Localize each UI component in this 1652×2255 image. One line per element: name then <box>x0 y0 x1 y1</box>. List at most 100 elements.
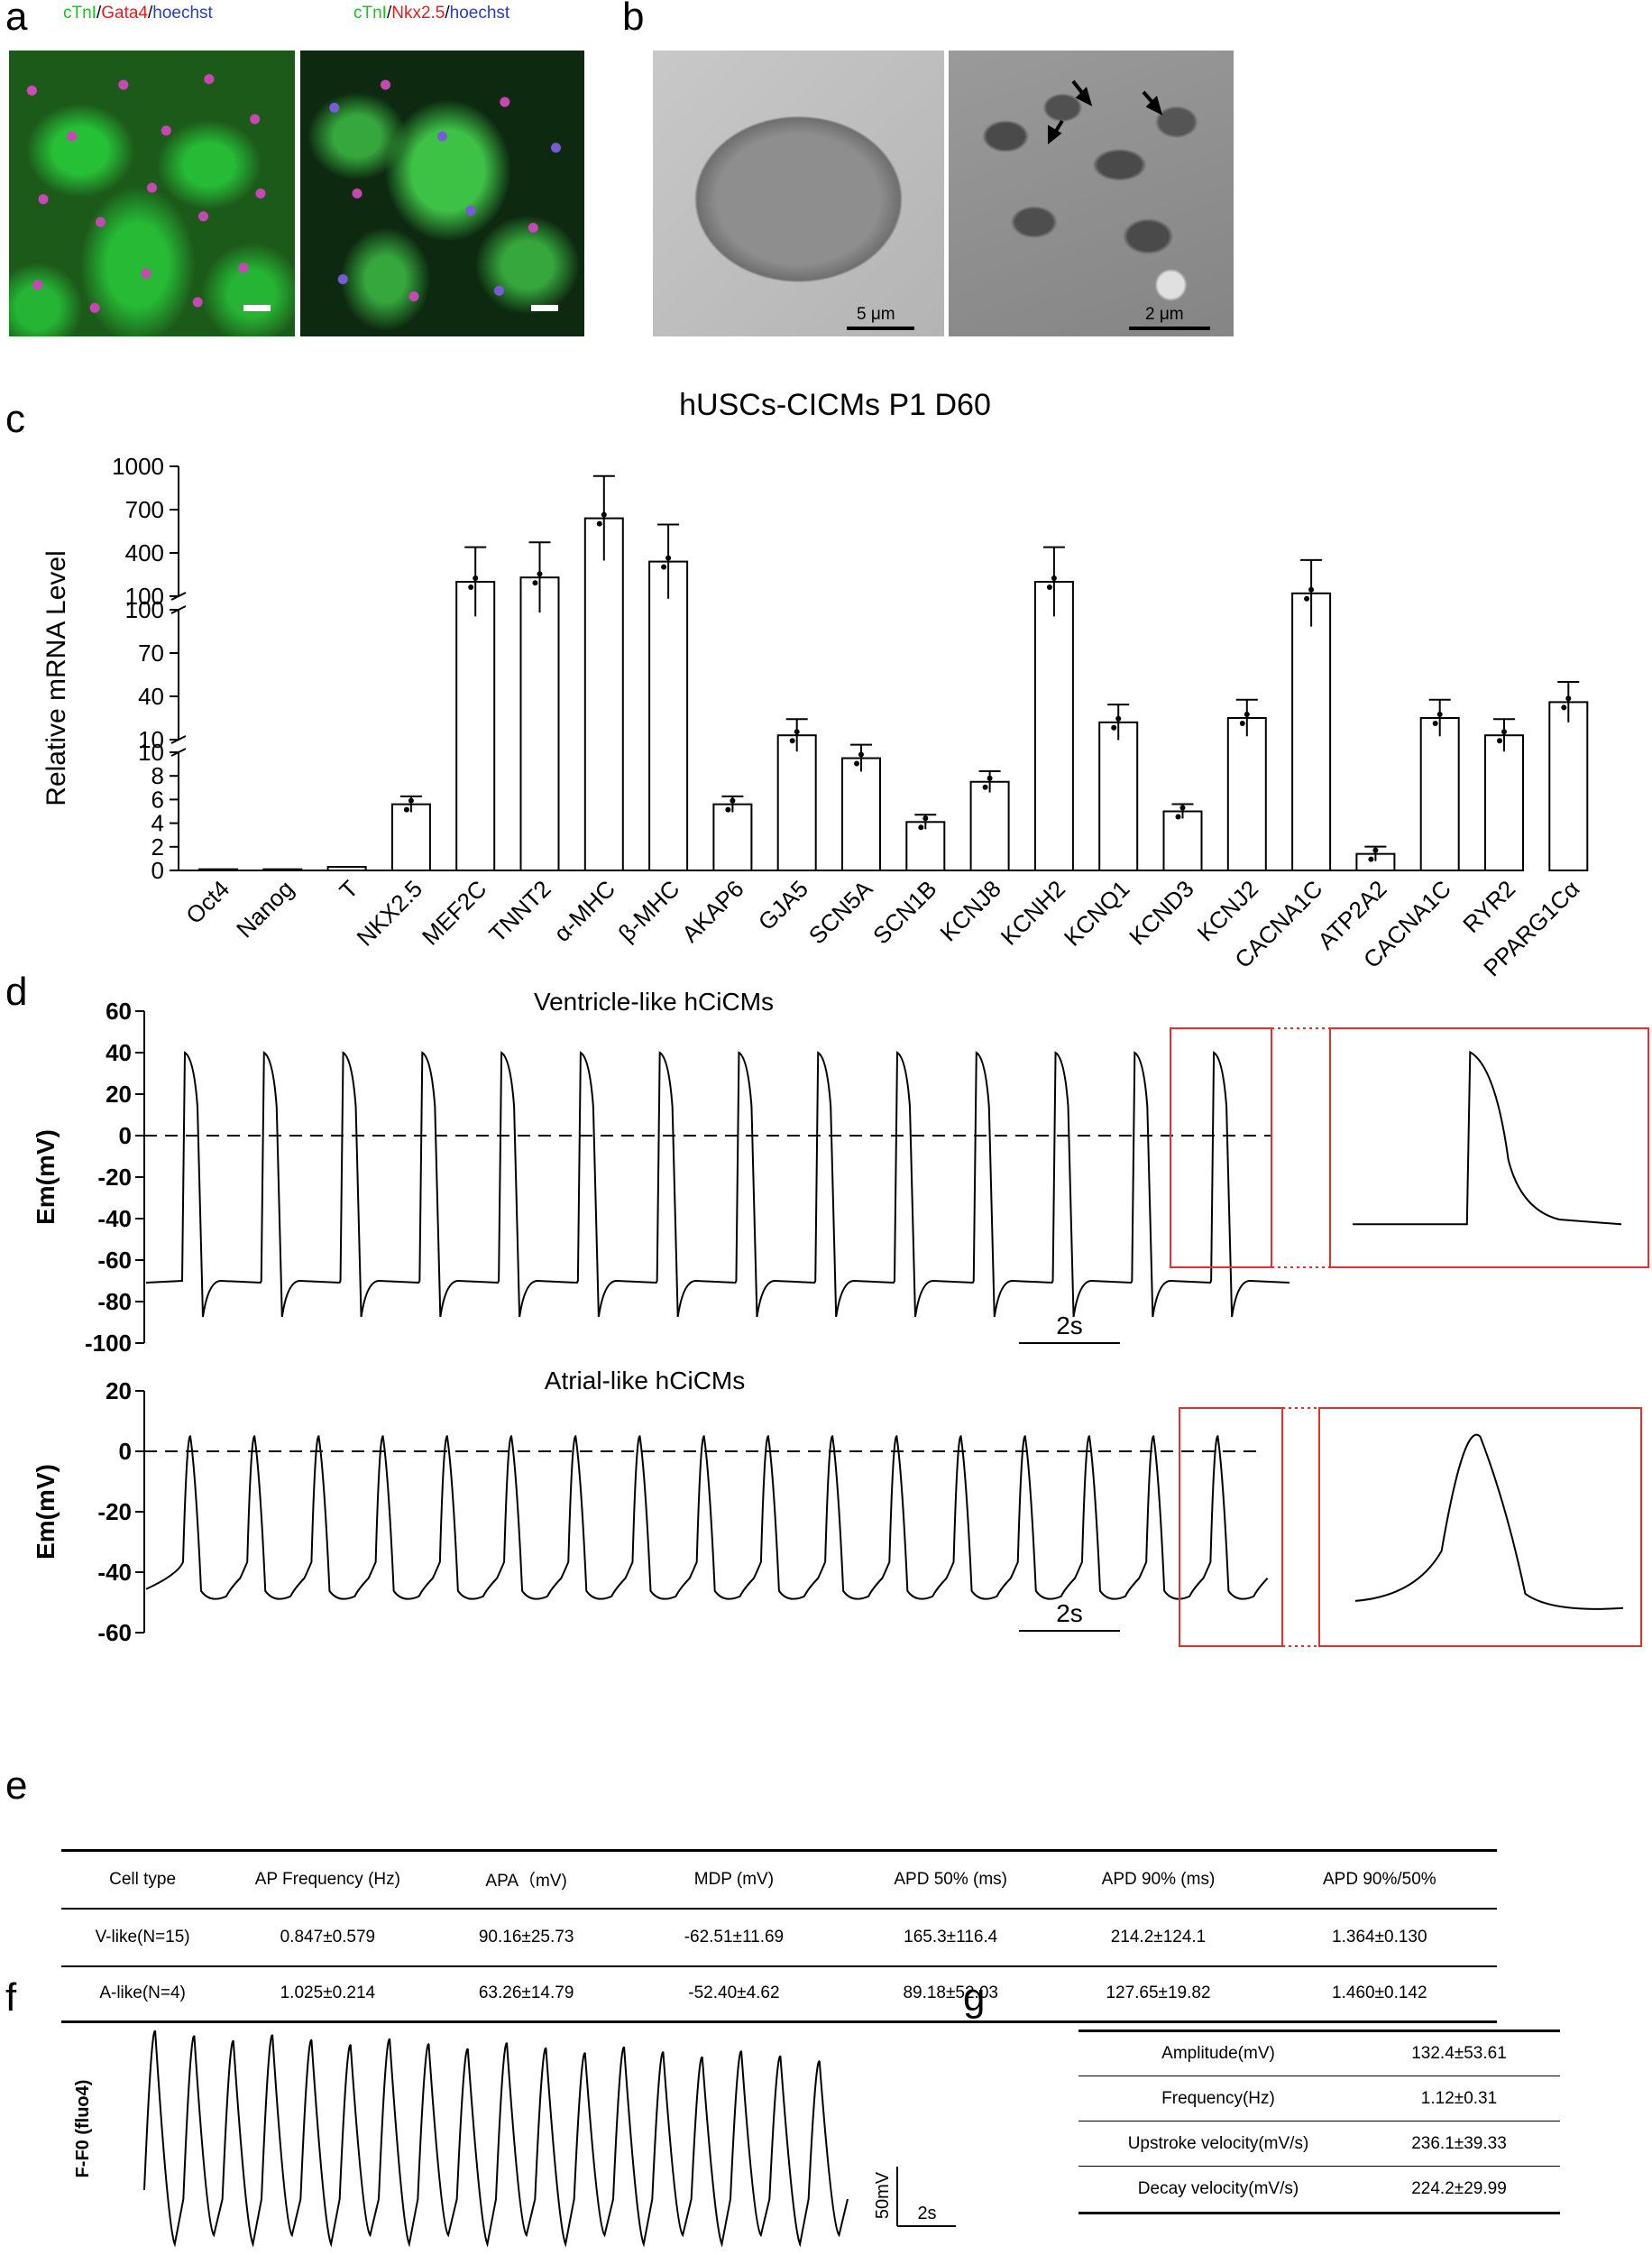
table-header-cell: APA（mV) <box>485 1872 567 1891</box>
data-point <box>1368 856 1374 862</box>
em-scale-bar-2 <box>1129 327 1210 330</box>
x-tick-label: T <box>334 875 363 905</box>
table-cell: A-like(N=4) <box>99 1983 186 2003</box>
table-cell: 236.1±39.33 <box>1411 2133 1507 2153</box>
bar <box>390 803 431 872</box>
panel-letter-f: f <box>5 1975 17 2020</box>
y-tick-label: -20 <box>97 1498 132 1525</box>
table-cell: Decay velocity(mV/s) <box>1137 2179 1299 2198</box>
data-point <box>858 751 864 758</box>
y-tick-label: 10 <box>138 739 164 766</box>
label-part: cTnI <box>353 4 387 23</box>
label-part: Nkx2.5 <box>391 4 445 23</box>
bar-group <box>583 474 624 871</box>
y-axis-label: Em(mV) <box>32 1129 60 1225</box>
label-part: / <box>96 4 102 23</box>
bar <box>969 780 1010 871</box>
data-point <box>537 571 543 577</box>
data-point <box>789 738 795 744</box>
time-scale-label: 2s <box>1056 1599 1083 1627</box>
data-point <box>725 806 731 813</box>
label-part: hoechst <box>152 4 213 23</box>
table-cell: 90.16±25.73 <box>478 1927 574 1947</box>
panel-letter-g: g <box>963 1975 986 2020</box>
table-cell: 165.3±116.4 <box>904 1927 998 1947</box>
zoomed-ap-trace <box>1354 1433 1624 1610</box>
x-tick-label: KCND3 <box>1124 875 1199 951</box>
bar-group <box>841 743 881 871</box>
y-tick-label: 1000 <box>112 453 164 480</box>
highlight-box <box>1179 1407 1283 1647</box>
y-tick-label: 0 <box>119 1122 132 1149</box>
y-tick-label: 10 <box>138 726 164 753</box>
data-point <box>403 806 409 813</box>
data-point <box>473 575 479 581</box>
y-axis-label: Relative mRNA Level <box>41 550 71 805</box>
data-point <box>1239 721 1245 726</box>
table-cell: 1.460±0.142 <box>1332 1983 1427 2003</box>
x-tick-label: SCN5A <box>803 875 878 950</box>
bar <box>1162 810 1203 871</box>
label-part: hoechst <box>449 4 510 23</box>
data-point <box>596 520 602 527</box>
table-cell: 1.12±0.31 <box>1420 2088 1498 2108</box>
table-cell: 132.4±53.61 <box>1411 2044 1507 2063</box>
zoom-box <box>1318 1407 1642 1647</box>
x-tick-label: KCNJ8 <box>934 875 1005 946</box>
micrograph-1-label: cTnI/Gata4/hoechst <box>63 4 213 23</box>
y-tick-label: -60 <box>97 1247 132 1274</box>
ap-parameters-table: Cell type AP Frequency (Hz) APA（mV) MDP … <box>61 1849 1497 2023</box>
data-point <box>1565 695 1572 702</box>
ap-trace-line <box>145 1051 1289 1318</box>
y-tick-label: 20 <box>106 1081 132 1108</box>
data-point <box>918 824 924 831</box>
x-tick-label: KCNH2 <box>996 875 1071 951</box>
x-tick-label: SCN1B <box>867 875 942 950</box>
table-cell: Amplitude(mV) <box>1161 2044 1275 2063</box>
bar-group <box>519 541 560 871</box>
table-row: Frequency(Hz) 1.12±0.31 <box>1078 2076 1560 2122</box>
ventricle-ap-trace: Ventricle-like hCiCMs Em(mV) 60 40 20 0 -20 -40… <box>32 988 1649 1357</box>
table-cell: -52.40±4.62 <box>688 1983 780 2003</box>
bar-group <box>1548 681 1589 871</box>
data-point <box>1501 729 1507 735</box>
data-point <box>1304 595 1310 602</box>
data-point <box>1179 805 1186 811</box>
data-point <box>1244 712 1250 717</box>
y-tick-label: -40 <box>97 1205 132 1232</box>
y-tick-label: 700 <box>125 496 164 523</box>
data-point <box>468 584 474 590</box>
data-point <box>1175 814 1181 820</box>
table-cell: -62.51±11.69 <box>684 1927 785 1947</box>
zoom-box <box>1329 1027 1649 1268</box>
arrow-markers <box>1048 79 1163 145</box>
bar <box>519 576 560 871</box>
time-scale-label: 2s <box>917 2204 936 2223</box>
x-tick-label: KCNQ1 <box>1059 875 1135 952</box>
bar-group <box>969 769 1010 871</box>
table-row: Upstroke velocity(mV/s) 236.1±39.33 <box>1078 2121 1560 2167</box>
label-part: Gata4 <box>101 4 148 23</box>
data-point <box>1051 575 1057 581</box>
scale-bar <box>531 305 558 311</box>
data-point <box>532 580 538 586</box>
zoomed-ap-trace <box>1353 1050 1622 1226</box>
bar <box>1098 721 1139 871</box>
bar-group <box>648 523 689 871</box>
table-header-cell: Cell type <box>109 1869 177 1889</box>
bar-group <box>390 795 431 872</box>
bar-group <box>712 795 753 872</box>
data-point <box>987 775 993 781</box>
y-tick-label: 20 <box>106 1377 132 1404</box>
data-point <box>1372 847 1379 853</box>
table-cell: 1.364±0.130 <box>1332 1927 1427 1947</box>
x-tick-label: α-MHC <box>548 875 620 947</box>
data-point <box>1115 715 1122 722</box>
time-scale-label: 2s <box>1056 1312 1083 1339</box>
y-axis-label: Em(mV) <box>32 1464 60 1560</box>
trace-title: Ventricle-like hCiCMs <box>534 988 774 1016</box>
y-tick-label: 70 <box>138 640 164 667</box>
x-tick-label: NKX2.5 <box>352 875 428 952</box>
x-tick-label: MEF2C <box>417 875 492 951</box>
